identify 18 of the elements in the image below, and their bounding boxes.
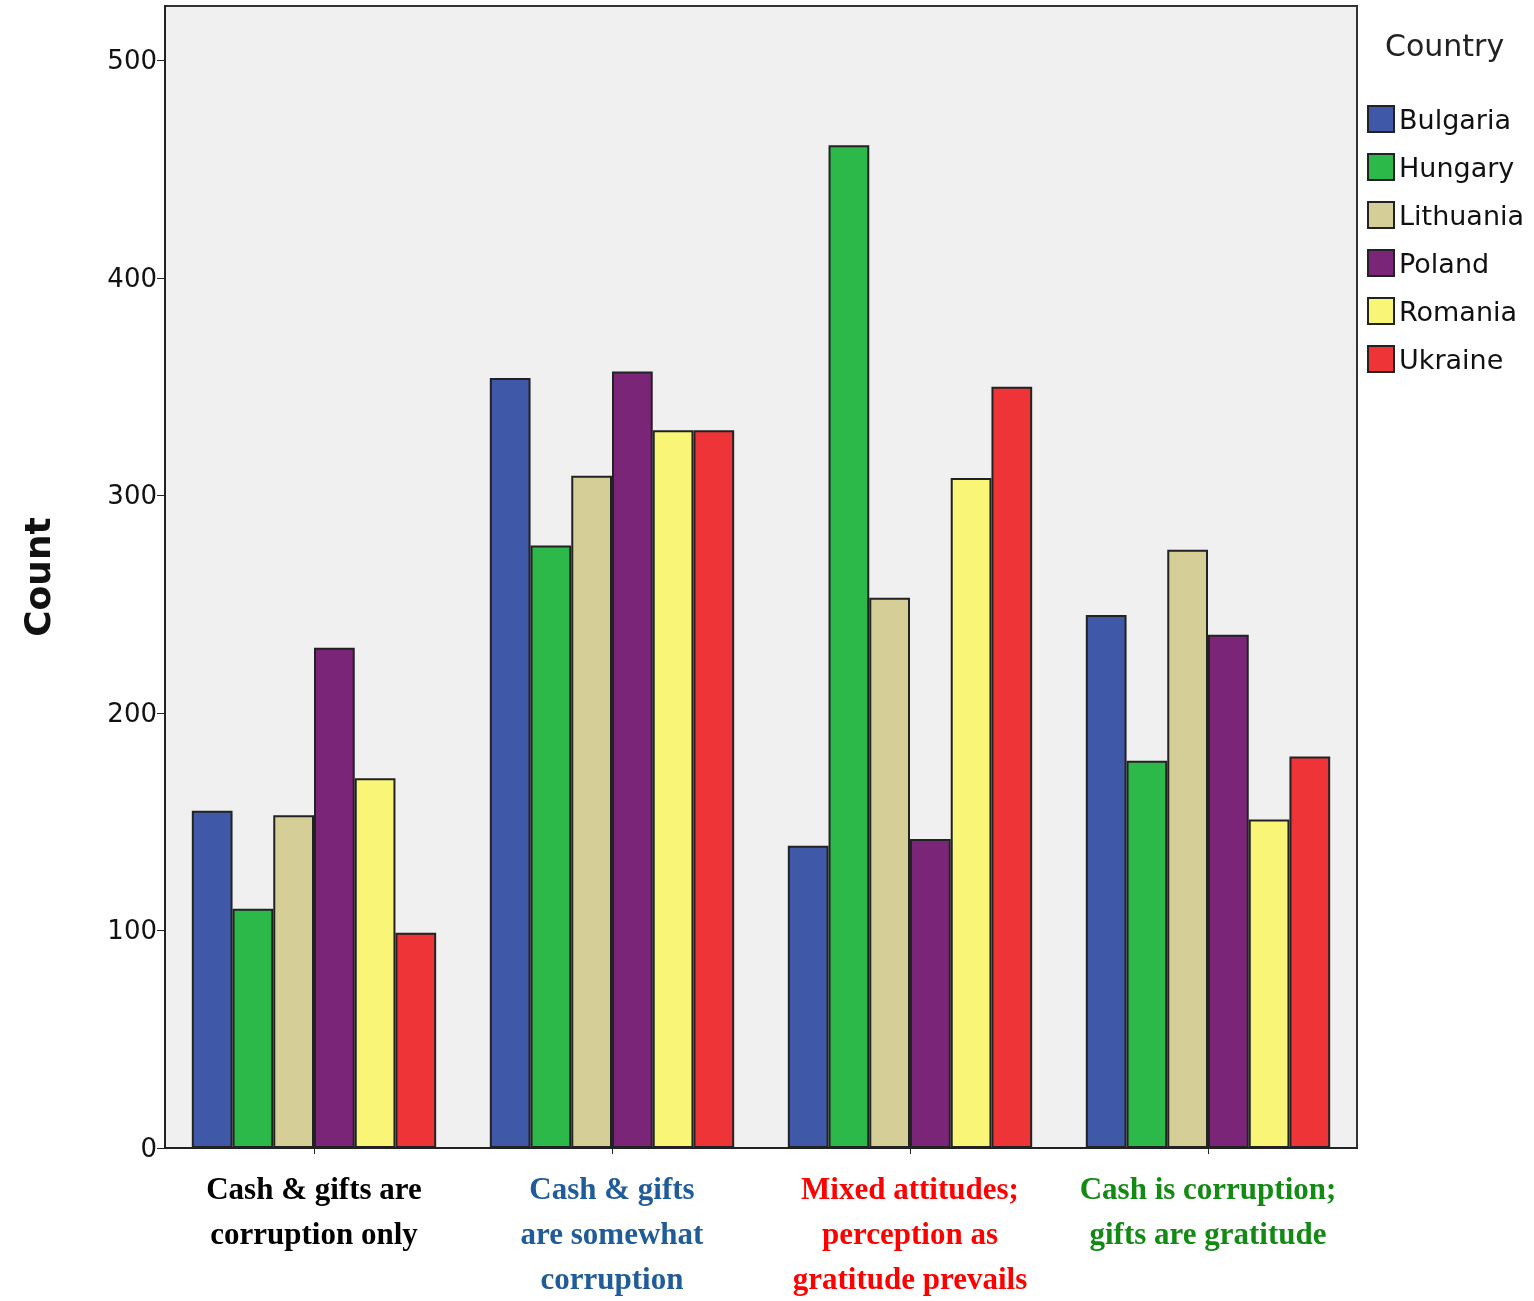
y-axis-title: Count (16, 517, 58, 637)
x-tick-label: Mixed attitudes; perception as gratitude prevails (792, 1171, 1028, 1296)
y-tick-label: 400 (107, 262, 157, 293)
legend-label: Lithuania (1399, 199, 1525, 231)
x-tick-label: Cash & gifts are somewhat corruption (520, 1171, 705, 1296)
y-tick-label: 200 (107, 697, 157, 728)
y-tick-label: 300 (107, 480, 157, 511)
y-tick-label: 500 (107, 45, 157, 76)
legend-title: Country (1385, 27, 1505, 63)
y-tick-label: 100 (107, 915, 157, 946)
legend-label: Poland (1399, 247, 1490, 279)
legend-label: Hungary (1399, 151, 1515, 183)
legend-label: Romania (1399, 295, 1518, 327)
x-tick-label: Cash & gifts are corruption only (206, 1171, 422, 1251)
y-tick-label: 0 (140, 1133, 157, 1163)
legend-label: Bulgaria (1399, 103, 1511, 135)
legend-label: Ukraine (1399, 343, 1504, 375)
x-tick-label: Cash is corruption; gifts are gratitude (1079, 1171, 1337, 1251)
